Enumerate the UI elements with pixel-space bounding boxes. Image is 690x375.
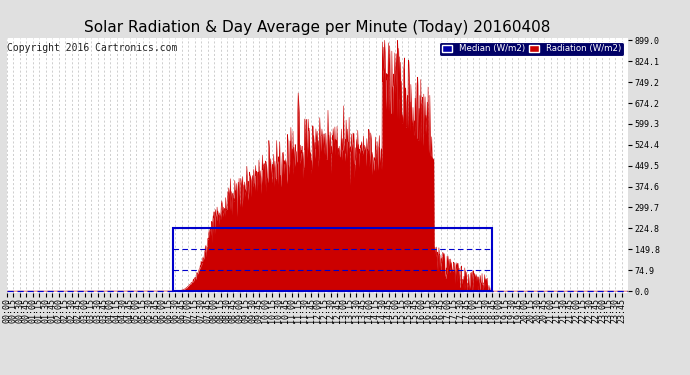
Bar [173,228,493,291]
Legend: Median (W/m2), Radiation (W/m2): Median (W/m2), Radiation (W/m2) [439,42,624,56]
Text: Copyright 2016 Cartronics.com: Copyright 2016 Cartronics.com [7,43,177,52]
Title: Solar Radiation & Day Average per Minute (Today) 20160408: Solar Radiation & Day Average per Minute… [84,20,551,35]
